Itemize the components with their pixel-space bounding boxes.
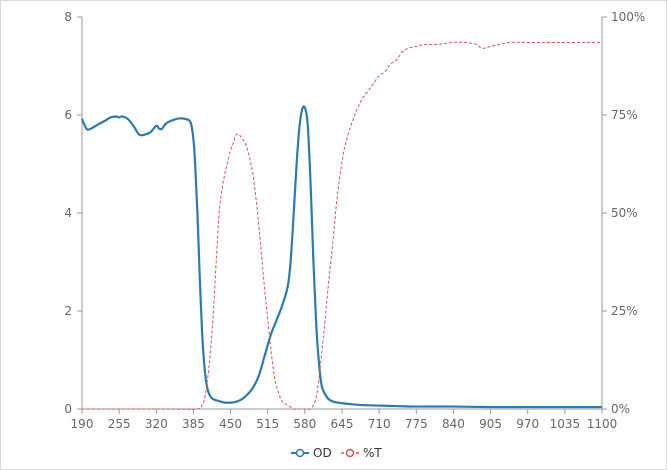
chart-axes: 190 255 320 385 450 515 580 645 710 775 840 905 970 1…	[64, 10, 645, 431]
left-y-tick-label: 0	[64, 402, 72, 416]
legend-item-od: OD	[291, 446, 332, 460]
left-y-tick-label: 2	[64, 304, 72, 318]
right-y-tick-label: 75%	[611, 108, 638, 122]
x-tick-label: 580	[293, 417, 316, 431]
legend-label: OD	[313, 446, 332, 460]
x-tick-label: 1100	[587, 417, 618, 431]
legend-marker-symbol	[345, 448, 355, 458]
x-tick-label: 905	[479, 417, 502, 431]
legend-marker-symbol	[295, 448, 305, 458]
x-tick-label: 450	[219, 417, 242, 431]
x-tick-label: 645	[331, 417, 354, 431]
x-tick-label: 385	[182, 417, 205, 431]
legend-item-transmission: %T	[341, 446, 382, 460]
chart-lines	[80, 41, 603, 410]
x-tick-label: 775	[405, 417, 428, 431]
x-tick-label: 970	[516, 417, 539, 431]
x-tick-label: 1035	[550, 417, 581, 431]
left-y-tick-label: 8	[64, 10, 72, 24]
x-tick-label: 840	[442, 417, 465, 431]
left-y-tick-label: 4	[64, 206, 72, 220]
right-y-tick-label: 0%	[611, 402, 630, 416]
x-tick-label: 255	[108, 417, 131, 431]
right-y-tick-label: 50%	[611, 206, 638, 220]
legend-label: %T	[363, 446, 382, 460]
left-y-tick-label: 6	[64, 108, 72, 122]
series-line-transmission	[82, 41, 603, 410]
series-line-optical-density	[80, 105, 602, 409]
x-tick-label: 320	[145, 417, 168, 431]
x-tick-label: 190	[71, 417, 94, 431]
x-tick-label: 710	[368, 417, 391, 431]
chart-legend: OD %T	[291, 446, 382, 460]
right-y-tick-label: 25%	[611, 304, 638, 318]
right-y-tick-label: 100%	[611, 10, 645, 24]
x-tick-label: 515	[256, 417, 279, 431]
